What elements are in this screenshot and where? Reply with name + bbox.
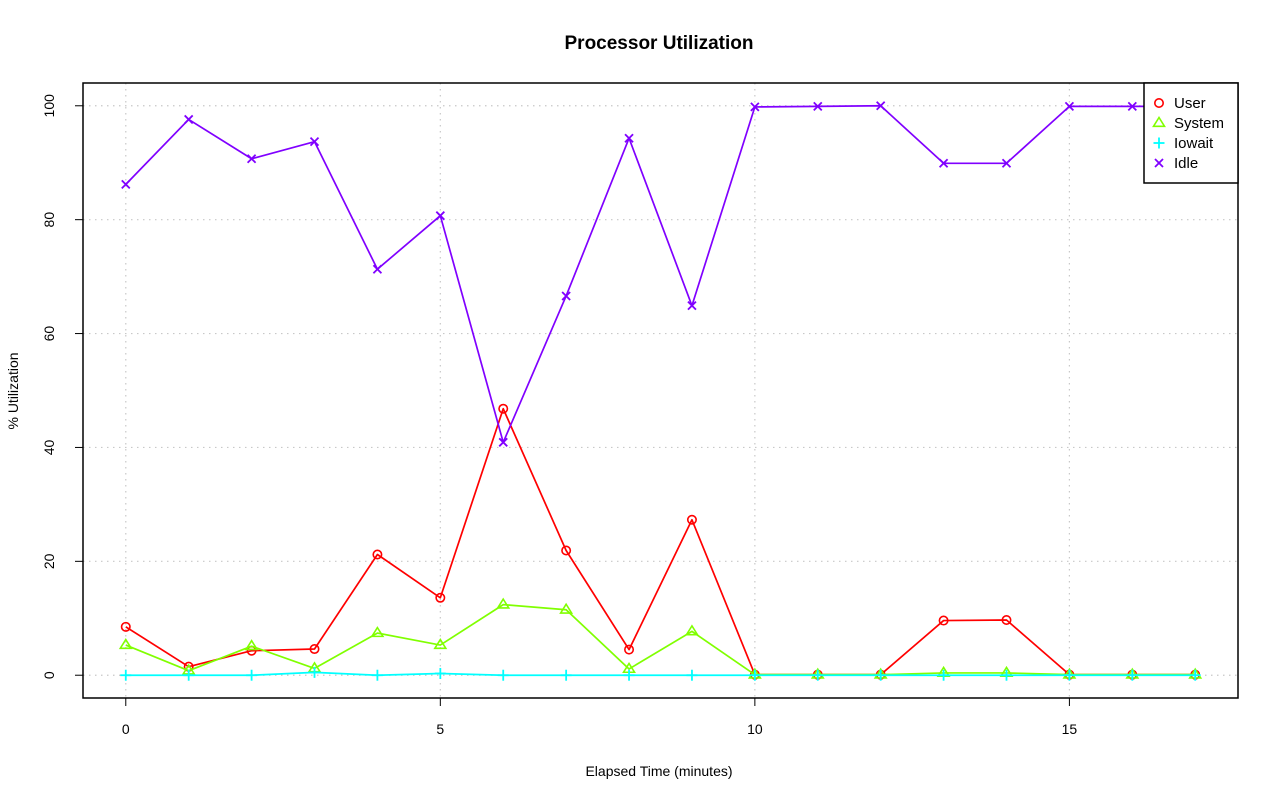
data-point-system	[118, 638, 133, 650]
data-point-iowait	[1189, 669, 1201, 681]
data-point-iowait	[560, 669, 572, 681]
x-tick-label: 15	[1062, 721, 1078, 737]
data-point-system	[244, 639, 259, 651]
y-tick-label: 20	[41, 553, 57, 569]
data-point-iowait	[497, 669, 509, 681]
data-point-iowait	[623, 669, 635, 681]
y-tick-label: 80	[41, 212, 57, 228]
data-point-iowait	[1063, 669, 1075, 681]
y-tick-label: 40	[41, 439, 57, 455]
data-point-user	[1001, 614, 1012, 625]
y-tick-label: 60	[41, 326, 57, 342]
data-point-idle	[1127, 101, 1137, 111]
chart-title: Processor Utilization	[565, 33, 754, 54]
data-point-user	[624, 644, 635, 655]
data-point-user	[561, 545, 572, 556]
data-point-idle	[1001, 158, 1012, 168]
data-point-user	[498, 403, 509, 414]
data-point-iowait	[309, 666, 321, 678]
data-point-idle	[121, 179, 131, 189]
y-tick-label: 100	[41, 94, 57, 118]
data-point-user	[686, 514, 697, 525]
data-point-idle	[498, 437, 508, 447]
series-user	[120, 403, 1201, 680]
series-line-system	[125, 603, 1196, 676]
data-point-idle	[1064, 101, 1075, 111]
data-point-system	[559, 602, 574, 614]
legend-marker-idle	[1154, 158, 1164, 168]
data-point-iowait	[183, 669, 195, 681]
data-point-user	[120, 621, 131, 632]
legend: User System Iowait Idle	[1143, 82, 1239, 184]
legend-marker-system	[1152, 115, 1166, 128]
legend-box	[1143, 82, 1239, 184]
legend-marker-iowait	[1153, 137, 1165, 149]
data-point-idle	[309, 137, 320, 147]
legend-label-iowait: Iowait	[1174, 135, 1214, 152]
data-point-user	[938, 615, 949, 626]
series-group	[118, 101, 1203, 681]
data-point-user	[372, 549, 383, 560]
data-point-idle	[372, 264, 383, 274]
data-point-user	[435, 592, 446, 603]
data-point-iowait	[1000, 669, 1012, 681]
y-axis-label: % Utilization	[5, 352, 21, 429]
x-tick-label: 5	[436, 721, 444, 737]
data-point-iowait	[1126, 669, 1138, 681]
legend-item-idle: Idle	[1154, 155, 1198, 172]
legend-label-user: User	[1174, 95, 1206, 112]
data-point-user	[309, 644, 320, 655]
data-point-system	[685, 624, 699, 636]
data-point-iowait	[686, 669, 698, 681]
data-point-idle	[624, 133, 634, 143]
legend-item-system: System	[1152, 115, 1224, 132]
legend-item-user: User	[1154, 95, 1206, 112]
x-tick-label: 0	[122, 721, 130, 737]
legend-label-system: System	[1174, 115, 1224, 132]
series-line-iowait	[125, 671, 1196, 677]
plot-border	[82, 82, 1239, 699]
series-idle	[121, 101, 1200, 447]
x-tick-label: 10	[747, 721, 763, 737]
data-point-idle	[246, 154, 257, 164]
data-point-iowait	[434, 668, 446, 680]
data-point-system	[496, 597, 511, 609]
data-point-iowait	[875, 669, 887, 681]
legend-label-idle: Idle	[1174, 155, 1198, 172]
series-line-idle	[125, 104, 1196, 444]
x-axis-label: Elapsed Time (minutes)	[585, 763, 732, 779]
data-point-iowait	[120, 669, 132, 681]
data-point-iowait	[812, 669, 824, 681]
data-point-idle	[750, 102, 760, 112]
data-point-idle	[184, 114, 194, 125]
series-iowait	[120, 666, 1201, 681]
data-point-idle	[687, 301, 697, 311]
data-point-idle	[813, 101, 823, 111]
data-point-system	[370, 626, 385, 638]
data-point-iowait	[749, 669, 761, 681]
legend-marker-user	[1154, 98, 1165, 109]
data-point-idle	[561, 291, 571, 301]
data-point-idle	[938, 158, 949, 168]
axes: 0 5 10 15 0 20 40 60 80 100	[41, 82, 1239, 737]
data-point-idle	[876, 101, 886, 111]
data-point-system	[433, 638, 448, 650]
legend-item-iowait: Iowait	[1153, 135, 1214, 152]
grid-lines	[83, 83, 1238, 698]
y-tick-label: 0	[41, 671, 57, 679]
data-point-iowait	[371, 669, 383, 681]
data-point-idle	[435, 211, 445, 221]
data-point-iowait	[246, 669, 258, 681]
series-system	[118, 597, 1203, 679]
data-point-iowait	[938, 669, 950, 681]
series-line-user	[125, 407, 1196, 676]
